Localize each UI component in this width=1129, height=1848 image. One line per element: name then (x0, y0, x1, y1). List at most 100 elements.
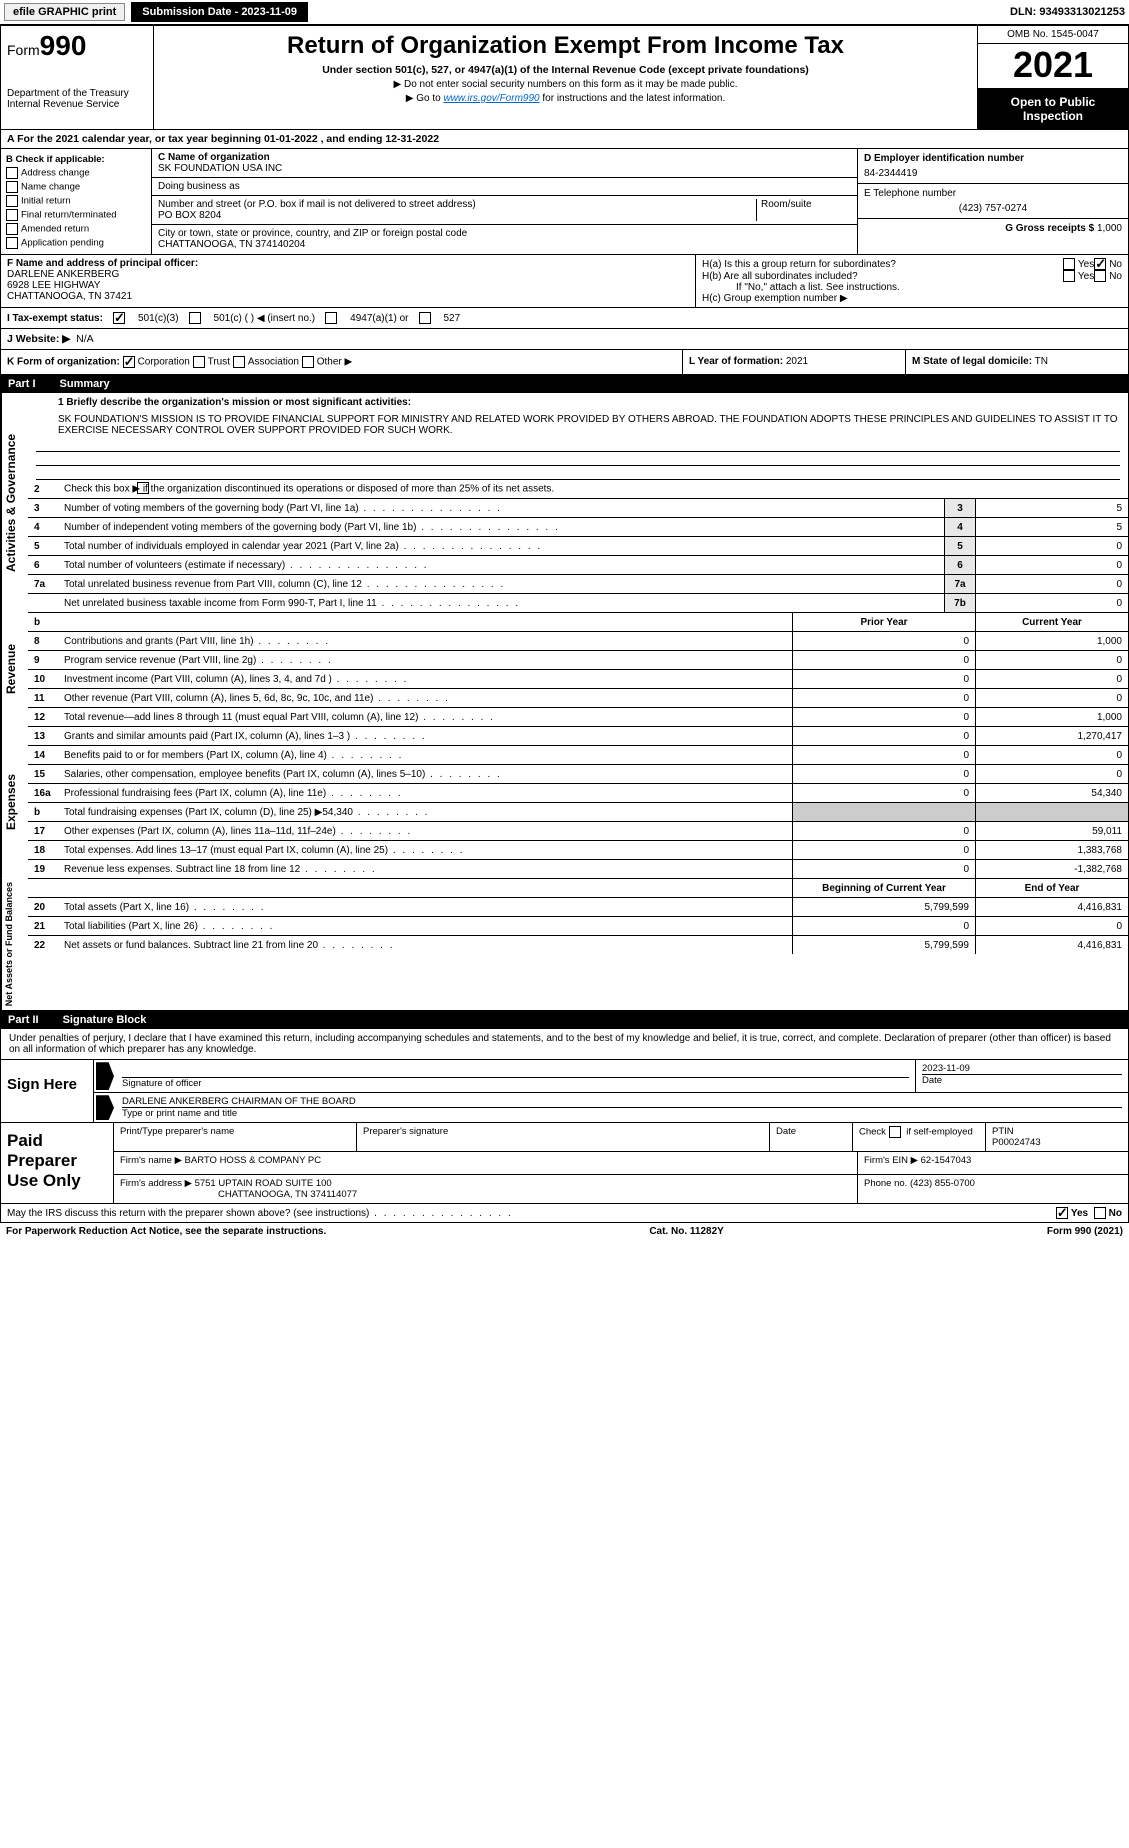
chk-trust[interactable] (193, 356, 205, 368)
chk-discuss-no[interactable] (1094, 1207, 1106, 1219)
row-prior: 0 (792, 822, 975, 840)
efile-button[interactable]: efile GRAPHIC print (4, 3, 125, 21)
phone-cell: Phone no. (423) 855-0700 (858, 1175, 1128, 1203)
q1-text: 1 Briefly describe the organization's mi… (58, 397, 411, 408)
irs-link[interactable]: www.irs.gov/Form990 (443, 93, 539, 104)
row-desc: Net assets or fund balances. Subtract li… (60, 938, 792, 953)
section-bcd: B Check if applicable: Address change Na… (0, 149, 1129, 255)
row-num: 18 (28, 845, 60, 856)
k-label: K Form of organization: (7, 357, 120, 368)
row-desc: Total expenses. Add lines 13–17 (must eq… (60, 843, 792, 858)
table-row: Net unrelated business taxable income fr… (28, 593, 1128, 612)
row-a-calendar-year: A For the 2021 calendar year, or tax yea… (0, 130, 1129, 149)
e-label: E Telephone number (864, 188, 1122, 199)
row-num: 21 (28, 921, 60, 932)
header-right: OMB No. 1545-0047 2021 Open to Public In… (977, 26, 1128, 129)
row-num: 16a (28, 788, 60, 799)
hc-label: H(c) Group exemption number ▶ (702, 293, 1122, 304)
c-street-val: PO BOX 8204 (158, 210, 756, 221)
opt-527: 527 (444, 313, 461, 324)
form-title: Return of Organization Exempt From Incom… (162, 32, 969, 60)
firm-label: Firm's name ▶ (120, 1155, 182, 1166)
chk-address-change[interactable] (6, 167, 18, 179)
sig-label: Signature of officer (122, 1078, 909, 1089)
table-row: 11Other revenue (Part VIII, column (A), … (28, 688, 1128, 707)
row-desc: Total liabilities (Part X, line 26) (60, 919, 792, 934)
form-ref: Form 990 (2021) (1047, 1226, 1123, 1237)
row-num: 15 (28, 769, 60, 780)
chk-self-employed[interactable] (889, 1126, 901, 1138)
opt-4947: 4947(a)(1) or (350, 313, 408, 324)
row-prior: 0 (792, 841, 975, 859)
chk-amended-return[interactable] (6, 223, 18, 235)
col-h-group: H(a) Is this a group return for subordin… (696, 255, 1128, 307)
pra-notice: For Paperwork Reduction Act Notice, see … (6, 1226, 326, 1237)
row-desc: Total assets (Part X, line 16) (60, 900, 792, 915)
hb-yes: Yes (1078, 271, 1094, 282)
row-val: 0 (975, 556, 1128, 574)
subtitle-3: ▶ Go to www.irs.gov/Form990 for instruct… (162, 93, 969, 104)
subtitle-1: Under section 501(c), 527, or 4947(a)(1)… (162, 64, 969, 76)
table-row: 22Net assets or fund balances. Subtract … (28, 935, 1128, 954)
chk-501c[interactable] (189, 312, 201, 324)
sig-date-val: 2023-11-09 (922, 1063, 1122, 1075)
chk-hb-yes[interactable] (1063, 270, 1075, 282)
chk-4947[interactable] (325, 312, 337, 324)
sub3-pre: ▶ Go to (406, 93, 444, 104)
chk-discuss-yes[interactable] (1056, 1207, 1068, 1219)
chk-corp[interactable] (123, 356, 135, 368)
part2-declaration: Under penalties of perjury, I declare th… (0, 1029, 1129, 1060)
chk-assoc[interactable] (233, 356, 245, 368)
chk-final-return[interactable] (6, 209, 18, 221)
sig-name-label: Type or print name and title (122, 1108, 1122, 1119)
phone-label: Phone no. (864, 1178, 907, 1189)
section-revenue: Revenue b Prior Year Current Year 8Contr… (1, 612, 1128, 726)
row-box: 7b (944, 594, 975, 612)
l-label: L Year of formation: (689, 356, 783, 367)
row-current (975, 803, 1128, 821)
phone-val: (423) 855-0700 (910, 1178, 975, 1189)
paid-side-label: Paid Preparer Use Only (1, 1123, 114, 1203)
row-prior: 0 (792, 746, 975, 764)
chk-q2[interactable] (137, 482, 149, 494)
row-num: 9 (28, 655, 60, 666)
f-label: F Name and address of principal officer: (7, 258, 198, 269)
addr-val2: CHATTANOOGA, TN 374114077 (120, 1189, 851, 1200)
chk-other[interactable] (302, 356, 314, 368)
firm-name-cell: Firm's name ▶ BARTO HOSS & COMPANY PC (114, 1152, 858, 1174)
row-desc: Total fundraising expenses (Part IX, col… (60, 805, 792, 820)
ptin-val: P00024743 (992, 1137, 1122, 1148)
col-c-org-info: C Name of organization SK FOUNDATION USA… (152, 149, 857, 254)
hdr-end: End of Year (975, 879, 1128, 897)
j-val: N/A (76, 333, 94, 345)
row-current: 4,416,831 (975, 898, 1128, 916)
row-num: 6 (28, 560, 60, 571)
row-current: 0 (975, 651, 1128, 669)
row-prior: 0 (792, 708, 975, 726)
table-row: 9Program service revenue (Part VIII, lin… (28, 650, 1128, 669)
chk-initial-return[interactable] (6, 195, 18, 207)
chk-501c3[interactable] (113, 312, 125, 324)
opt-other: Other ▶ (317, 357, 352, 368)
chk-ha-yes[interactable] (1063, 258, 1075, 270)
rev-rows: b Prior Year Current Year 8Contributions… (28, 612, 1128, 726)
lbl-initial-return: Initial return (21, 196, 71, 207)
chk-527[interactable] (419, 312, 431, 324)
row-val: 5 (975, 499, 1128, 517)
chk-name-change[interactable] (6, 181, 18, 193)
table-row: 21Total liabilities (Part X, line 26)00 (28, 916, 1128, 935)
section-expenses: Expenses 13Grants and similar amounts pa… (1, 726, 1128, 878)
table-row: 8Contributions and grants (Part VIII, li… (28, 631, 1128, 650)
row-box: 3 (944, 499, 975, 517)
row-desc: Professional fundraising fees (Part IX, … (60, 786, 792, 801)
row-i-tax-exempt: I Tax-exempt status: 501(c)(3) 501(c) ( … (0, 308, 1129, 329)
chk-application-pending[interactable] (6, 237, 18, 249)
hb-note: If "No," attach a list. See instructions… (702, 282, 1122, 293)
submission-date-button[interactable]: Submission Date - 2023-11-09 (131, 2, 308, 22)
part2-tab: Part II (8, 1014, 39, 1026)
chk-ha-no[interactable] (1094, 258, 1106, 270)
row-desc: Total number of individuals employed in … (60, 539, 944, 554)
row-prior (792, 803, 975, 821)
c-city-val: CHATTANOOGA, TN 374140204 (158, 239, 851, 250)
addr-label: Firm's address ▶ (120, 1178, 192, 1189)
